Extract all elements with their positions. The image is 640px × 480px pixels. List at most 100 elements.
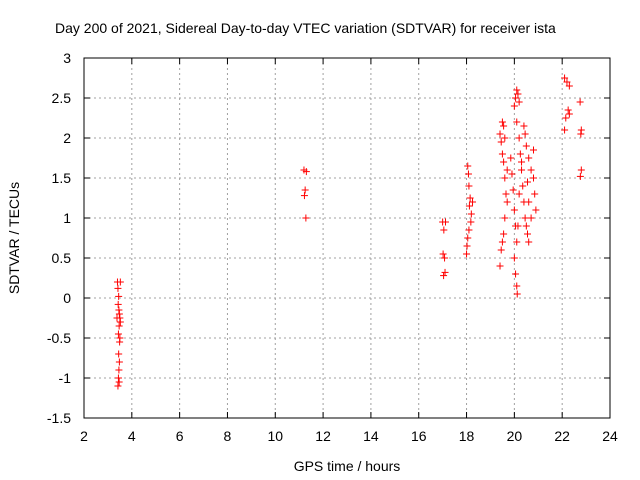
chart-title: Day 200 of 2021, Sidereal Day-to-day VTE… — [55, 20, 556, 36]
data-point — [114, 300, 122, 308]
data-point — [513, 282, 521, 290]
data-point — [115, 358, 123, 366]
data-point — [466, 194, 474, 202]
data-point — [300, 192, 308, 200]
y-tick-labels: -1.5 -1 -0.5 0 0.5 1 1.5 2 2.5 3 — [47, 50, 71, 426]
data-point — [116, 318, 124, 326]
data-point — [525, 154, 533, 162]
data-point — [561, 74, 569, 82]
data-point — [514, 222, 522, 230]
data-point — [510, 102, 518, 110]
x-tick-label: 14 — [363, 428, 379, 444]
y-tick-label: 2.5 — [52, 90, 72, 106]
data-point — [113, 314, 121, 322]
data-point — [510, 254, 518, 262]
data-point — [529, 146, 537, 154]
data-point — [521, 214, 529, 222]
data-point — [510, 206, 518, 214]
y-tick-label: 1.5 — [52, 170, 72, 186]
data-point — [500, 158, 508, 166]
data-point — [301, 186, 309, 194]
x-tick-label: 8 — [224, 428, 232, 444]
data-point — [564, 106, 572, 114]
data-point — [497, 246, 505, 254]
x-tick-label: 12 — [315, 428, 331, 444]
data-point — [513, 86, 521, 94]
data-point — [507, 154, 515, 162]
data-point — [442, 218, 450, 226]
data-point — [527, 166, 535, 174]
data-point — [562, 114, 570, 122]
data-point — [561, 126, 569, 134]
data-point — [513, 238, 521, 246]
data-point — [516, 150, 524, 158]
data-point — [440, 272, 448, 280]
grid-lines — [84, 58, 610, 418]
data-point — [518, 158, 526, 166]
data-point — [503, 198, 511, 206]
data-point — [464, 234, 472, 242]
data-point — [115, 350, 123, 358]
data-point — [441, 254, 449, 262]
data-point — [512, 270, 520, 278]
y-tick-label: -0.5 — [47, 330, 71, 346]
data-point — [500, 122, 508, 130]
data-point — [463, 250, 471, 258]
data-point — [440, 226, 448, 234]
data-point — [509, 186, 517, 194]
data-point — [563, 78, 571, 86]
data-point — [116, 338, 124, 346]
x-tick-label: 2 — [80, 428, 88, 444]
data-point — [519, 182, 527, 190]
data-point — [576, 98, 584, 106]
data-point — [513, 290, 521, 298]
data-point — [512, 94, 520, 102]
data-point — [524, 230, 532, 238]
x-tick-label: 24 — [602, 428, 618, 444]
data-point — [500, 230, 508, 238]
data-point — [114, 374, 122, 382]
data-point — [498, 238, 506, 246]
data-point — [115, 292, 123, 300]
data-point — [501, 134, 509, 142]
data-point — [465, 202, 473, 210]
data-point — [302, 214, 310, 222]
x-axis-label: GPS time / hours — [294, 458, 401, 474]
data-point — [527, 214, 535, 222]
data-point — [565, 110, 573, 118]
x-tick-label: 4 — [128, 428, 136, 444]
data-point — [529, 174, 537, 182]
data-point — [439, 250, 447, 258]
data-point — [115, 378, 123, 386]
data-point — [469, 198, 477, 206]
data-point — [501, 214, 509, 222]
y-tick-label: 1 — [63, 210, 71, 226]
data-point — [518, 166, 526, 174]
data-point — [463, 242, 471, 250]
x-tick-label: 18 — [459, 428, 475, 444]
x-tick-labels: 2 4 6 8 10 12 14 16 18 20 22 24 — [80, 428, 618, 444]
data-point — [115, 366, 123, 374]
x-tick-label: 6 — [176, 428, 184, 444]
data-point — [525, 198, 533, 206]
data-point — [521, 130, 529, 138]
data-point — [465, 226, 473, 234]
data-point — [465, 182, 473, 190]
data-point — [114, 382, 122, 390]
data-point — [522, 142, 530, 150]
data-point — [565, 82, 573, 90]
x-tick-label: 20 — [507, 428, 523, 444]
data-point — [515, 134, 523, 142]
data-point — [525, 238, 533, 246]
data-point — [441, 268, 449, 276]
data-point — [520, 122, 528, 130]
data-point — [508, 170, 516, 178]
data-point — [464, 162, 472, 170]
data-point — [532, 206, 540, 214]
data-point — [514, 90, 522, 98]
data-point — [114, 284, 122, 292]
data-point — [464, 170, 472, 178]
data-point — [114, 330, 122, 338]
